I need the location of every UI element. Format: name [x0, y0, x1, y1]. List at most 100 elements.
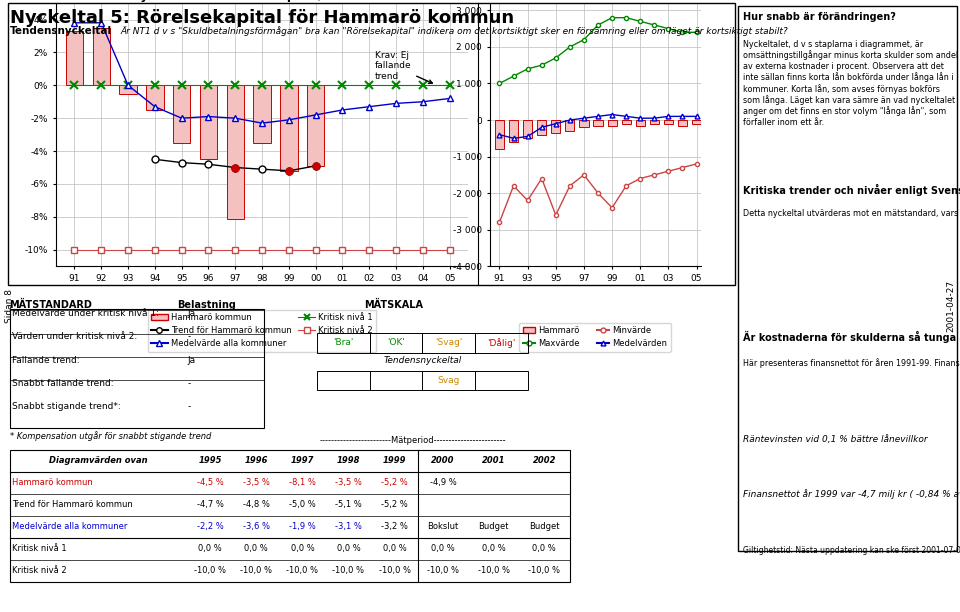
Text: 0,0 %: 0,0 % — [291, 545, 314, 553]
Text: MÄTSKALA: MÄTSKALA — [364, 300, 423, 310]
Text: -5,2 %: -5,2 % — [381, 479, 408, 487]
Text: -3,2 %: -3,2 % — [381, 523, 408, 531]
Text: * Kompensation utgår för snabbt stigande trend: * Kompensation utgår för snabbt stigande… — [10, 431, 211, 441]
Text: Räntevinsten vid 0,1 % bättre lånevillkor: Räntevinsten vid 0,1 % bättre lånevillko… — [743, 435, 927, 444]
Text: ------------------------Mätperiod------------------------: ------------------------Mätperiod-------… — [320, 436, 506, 446]
Text: 'Bra': 'Bra' — [333, 338, 353, 347]
Text: Belastning: Belastning — [178, 300, 236, 310]
Text: -10,0 %: -10,0 % — [478, 567, 510, 575]
Bar — [173, 85, 190, 143]
Text: -: - — [187, 332, 190, 341]
Text: Tendensnyckeltal: Tendensnyckeltal — [10, 26, 111, 35]
Text: Ja: Ja — [187, 309, 195, 318]
Bar — [663, 120, 673, 124]
Text: -10,0 %: -10,0 % — [378, 567, 411, 575]
Text: 'Svag': 'Svag' — [435, 338, 463, 347]
Text: Giltighetstid: Nästa uppdatering kan ske först 2001-07-01.: Giltighetstid: Nästa uppdatering kan ske… — [743, 546, 960, 555]
Bar — [538, 120, 546, 135]
Text: 0,0 %: 0,0 % — [431, 545, 455, 553]
Bar — [523, 120, 532, 138]
Text: -4,8 %: -4,8 % — [243, 501, 270, 509]
Text: -4,7 %: -4,7 % — [197, 501, 224, 509]
Text: -2,2 %: -2,2 % — [197, 523, 224, 531]
Text: Är kostnaderna för skulderna så tunga att de tränger ut annan verksamhet?: Är kostnaderna för skulderna så tunga at… — [743, 330, 960, 343]
Text: 1995: 1995 — [199, 457, 222, 465]
Text: 2000: 2000 — [431, 457, 455, 465]
Bar — [551, 120, 561, 133]
Bar — [565, 120, 574, 131]
Text: -8,1 %: -8,1 % — [289, 479, 316, 487]
Bar — [253, 85, 271, 143]
Text: -10,0 %: -10,0 % — [240, 567, 273, 575]
Text: -5,0 %: -5,0 % — [289, 501, 316, 509]
Bar — [280, 85, 298, 171]
Text: -10,0 %: -10,0 % — [528, 567, 561, 575]
Text: Diagramvärden ovan: Diagramvärden ovan — [49, 457, 148, 465]
Bar — [593, 120, 603, 125]
Text: Tendensnyckeltal: Tendensnyckeltal — [383, 356, 462, 365]
Bar — [146, 85, 163, 110]
Text: Fallande trend:: Fallande trend: — [12, 356, 80, 365]
Text: -5,2 %: -5,2 % — [381, 501, 408, 509]
Text: 0,0 %: 0,0 % — [533, 545, 556, 553]
Text: Hur snabb är förändringen?: Hur snabb är förändringen? — [743, 12, 896, 22]
Text: Medelvärde under kritisk nivå 1:: Medelvärde under kritisk nivå 1: — [12, 309, 159, 318]
Bar — [636, 120, 645, 125]
Text: Budget: Budget — [529, 523, 560, 531]
Bar — [200, 85, 217, 159]
Text: -1,9 %: -1,9 % — [289, 523, 316, 531]
Text: -3,5 %: -3,5 % — [243, 479, 270, 487]
Bar — [580, 120, 588, 127]
Text: 2002: 2002 — [533, 457, 556, 465]
Bar — [227, 85, 244, 218]
Text: -3,6 %: -3,6 % — [243, 523, 270, 531]
Text: Trend för Hammarö kommun: Trend för Hammarö kommun — [12, 501, 133, 509]
Bar — [92, 28, 110, 85]
Text: 'Dålig': 'Dålig' — [488, 338, 516, 348]
Text: Detta nyckeltal utvärderas mot en mätstandard, vars kritiska nivåer (2 belastnin: Detta nyckeltal utvärderas mot en mätsta… — [743, 208, 960, 218]
Title: Nyckeltal 5: Rörelsekapital/Kostnader: Nyckeltal 5: Rörelsekapital/Kostnader — [130, 0, 395, 2]
Bar — [119, 85, 136, 94]
Text: 0,0 %: 0,0 % — [199, 545, 222, 553]
Text: Krav: Ej
fallande
trend: Krav: Ej fallande trend — [374, 51, 432, 83]
Text: -3,1 %: -3,1 % — [335, 523, 362, 531]
Text: Bokslut: Bokslut — [427, 523, 459, 531]
Text: Kritiska trender och nivåer enligt Svensk KommunRatings Mätstandard, Sept 1994.: Kritiska trender och nivåer enligt Svens… — [743, 184, 960, 196]
Legend: Hammarö kommun, Trend för Hammarö kommun, Medelvärde alla kommuner, Kritisk nivå: Hammarö kommun, Trend för Hammarö kommun… — [148, 310, 376, 351]
Text: Medelvärde alla kommuner: Medelvärde alla kommuner — [12, 523, 128, 531]
Text: -3,5 %: -3,5 % — [335, 479, 362, 487]
Bar — [509, 120, 518, 142]
Bar — [495, 120, 504, 149]
Text: MÄTSTANDARD: MÄTSTANDARD — [10, 300, 92, 310]
Text: 1998: 1998 — [337, 457, 360, 465]
Text: 'OK': 'OK' — [387, 338, 405, 347]
Text: -10,0 %: -10,0 % — [194, 567, 227, 575]
Text: Budget: Budget — [478, 523, 509, 531]
Text: 0,0 %: 0,0 % — [482, 545, 506, 553]
Text: -4,9 %: -4,9 % — [429, 479, 456, 487]
Text: Nyckeltal 5: Rörelsekapital för Hammarö kommun: Nyckeltal 5: Rörelsekapital för Hammarö … — [10, 9, 514, 27]
Text: -10,0 %: -10,0 % — [332, 567, 365, 575]
Text: -: - — [187, 402, 190, 411]
Bar — [608, 120, 616, 125]
Text: Hammarö kommun: Hammarö kommun — [12, 479, 93, 487]
Text: 0,0 %: 0,0 % — [337, 545, 360, 553]
Title: Finansnetto i Kr/Inv: Finansnetto i Kr/Inv — [534, 0, 657, 1]
Text: Svag: Svag — [438, 376, 460, 385]
Text: -10,0 %: -10,0 % — [427, 567, 459, 575]
Text: 2001: 2001 — [482, 457, 505, 465]
Text: 0,0 %: 0,0 % — [383, 545, 406, 553]
Text: Värden under kritisk nivå 2:: Värden under kritisk nivå 2: — [12, 332, 137, 341]
Bar — [678, 120, 687, 125]
Text: Snabbt stigande trend*:: Snabbt stigande trend*: — [12, 402, 121, 411]
Text: Finansnettot år 1999 var -4,7 milj kr ( -0,84 % av totala intäkter): Finansnettot år 1999 var -4,7 milj kr ( … — [743, 490, 960, 499]
Text: Är NT1 d v s "Skuldbetalningsförmågan" bra kan "Rörelsekapital" indikera om det : Är NT1 d v s "Skuldbetalningsförmågan" b… — [120, 26, 787, 35]
Text: 2001-04-27: 2001-04-27 — [947, 280, 955, 332]
Bar — [622, 120, 631, 124]
Text: Här presenteras finansnettot för åren 1991-99. Finansnettot är skillnaden mellan: Här presenteras finansnettot för åren 19… — [743, 358, 960, 368]
Bar — [692, 120, 701, 124]
Bar — [307, 85, 324, 166]
Text: Kritisk nivå 2: Kritisk nivå 2 — [12, 567, 67, 575]
Text: -10,0 %: -10,0 % — [286, 567, 319, 575]
Bar — [65, 31, 84, 85]
